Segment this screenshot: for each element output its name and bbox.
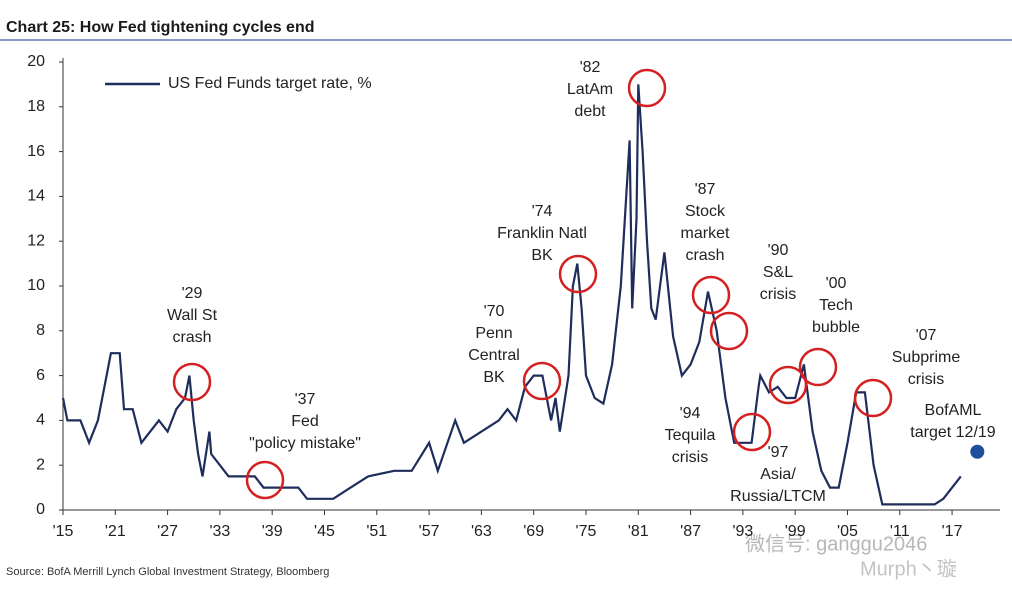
source: Source: BofA Merrill Lynch Global Invest… xyxy=(6,566,329,578)
x-tick-label: '45 xyxy=(314,523,335,540)
annotation: Penn xyxy=(475,325,512,342)
annotation: BK xyxy=(483,369,505,386)
y-tick-label: 2 xyxy=(36,456,45,473)
annotation: Franklin Natl xyxy=(497,225,587,242)
highlight-circle xyxy=(768,365,808,405)
annotation: Subprime xyxy=(892,349,961,366)
y-tick-label: 4 xyxy=(36,412,45,429)
y-tick-label: 14 xyxy=(27,188,45,205)
highlight-circle xyxy=(853,378,893,418)
x-tick-label: '69 xyxy=(523,523,544,540)
annotation: '97 xyxy=(768,444,789,461)
y-tick-label: 6 xyxy=(36,367,45,384)
highlight-circle xyxy=(691,275,731,315)
annotation: '90 xyxy=(768,242,789,259)
annotation: '82 xyxy=(580,59,601,76)
x-tick-label: '17 xyxy=(942,523,963,540)
highlight-circle xyxy=(732,412,772,452)
annotation: bubble xyxy=(812,319,860,336)
annotation: '37 xyxy=(295,391,316,408)
highlight-circle xyxy=(522,361,562,401)
x-tick-label: '33 xyxy=(209,523,230,540)
x-tick-label: '51 xyxy=(366,523,387,540)
highlight-circle xyxy=(798,347,838,387)
highlight-circle xyxy=(709,311,749,351)
annotation: '07 xyxy=(916,327,937,344)
x-tick-label: '21 xyxy=(105,523,126,540)
y-tick-label: 18 xyxy=(27,98,45,115)
annotation: Central xyxy=(468,347,520,364)
forecast-point xyxy=(970,444,985,459)
y-tick-label: 10 xyxy=(27,277,45,294)
annotation: "policy mistake" xyxy=(249,435,361,452)
forecast-label: target 12/19 xyxy=(910,424,996,441)
annotation: crisis xyxy=(760,286,796,303)
y-tick-label: 16 xyxy=(27,143,45,160)
x-tick-label: '93 xyxy=(732,523,753,540)
annotation: crash xyxy=(172,329,211,346)
annotation: '70 xyxy=(484,303,505,320)
annotation: '74 xyxy=(532,203,553,220)
highlight-circle xyxy=(627,68,667,108)
y-tick-label: 12 xyxy=(27,232,45,249)
annotation: '00 xyxy=(826,275,847,292)
x-tick-label: '99 xyxy=(785,523,806,540)
legend-label: US Fed Funds target rate, % xyxy=(168,75,372,92)
forecast-label: BofAML xyxy=(925,402,982,419)
highlight-circle xyxy=(245,460,285,500)
y-tick-label: 0 xyxy=(36,501,45,518)
x-tick-label: '27 xyxy=(157,523,178,540)
annotation: crash xyxy=(685,247,724,264)
annotation: S&L xyxy=(763,264,793,281)
x-tick-label: '05 xyxy=(837,523,858,540)
annotation: Russia/LTCM xyxy=(730,488,826,505)
x-tick-label: '11 xyxy=(890,523,910,540)
annotation: Fed xyxy=(291,413,319,430)
annotation: crisis xyxy=(908,371,944,388)
annotation: '94 xyxy=(680,405,701,422)
annotation: BK xyxy=(531,247,553,264)
x-tick-label: '87 xyxy=(680,523,701,540)
highlight-circle xyxy=(172,362,212,402)
x-tick-label: '15 xyxy=(53,523,74,540)
annotation: '87 xyxy=(695,181,716,198)
annotation: Tech xyxy=(819,297,853,314)
annotation: debt xyxy=(574,103,606,120)
x-tick-label: '75 xyxy=(576,523,597,540)
x-tick-label: '57 xyxy=(419,523,440,540)
x-tick-label: '39 xyxy=(262,523,283,540)
annotation: market xyxy=(681,225,730,242)
x-tick-label: '81 xyxy=(628,523,649,540)
y-tick-label: 20 xyxy=(27,53,45,70)
y-tick-label: 8 xyxy=(36,322,45,339)
annotation: '29 xyxy=(182,285,203,302)
annotation: crisis xyxy=(672,449,708,466)
x-tick-label: '63 xyxy=(471,523,492,540)
highlight-circle xyxy=(558,254,598,294)
annotation: Tequila xyxy=(665,427,716,444)
watermark: Murph丶璇 xyxy=(860,557,957,580)
series-line xyxy=(61,84,962,506)
watermark: 微信号: ganggu2046 xyxy=(745,532,927,555)
chart-title: Chart 25: How Fed tightening cycles end xyxy=(6,19,315,36)
annotation: Wall St xyxy=(167,307,218,324)
annotation: Asia/ xyxy=(760,466,796,483)
annotation: LatAm xyxy=(567,81,613,98)
annotation: Stock xyxy=(685,203,726,220)
